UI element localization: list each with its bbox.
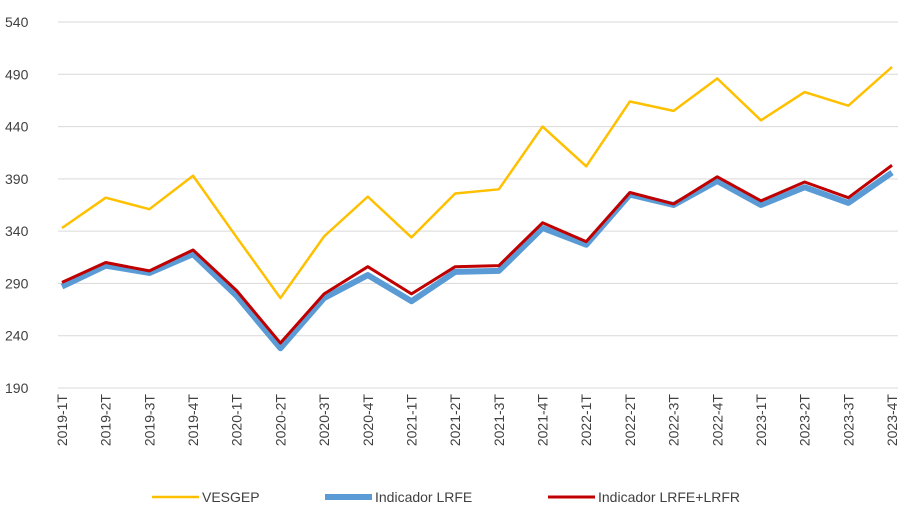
x-tick-label: 2023-2T (797, 394, 813, 447)
legend-label: Indicador LRFE (375, 489, 472, 505)
x-tick-label: 2020-3T (316, 394, 332, 447)
x-tick-label: 2023-4T (884, 394, 900, 447)
y-tick-label: 390 (5, 171, 29, 187)
x-tick-label: 2022-2T (622, 394, 638, 447)
x-tick-label: 2021-3T (491, 394, 507, 447)
legend-label: Indicador LRFE+LRFR (598, 489, 740, 505)
series-line (60, 170, 894, 352)
x-tick-label: 2019-4T (185, 394, 201, 447)
legend-label: VESGEP (202, 489, 260, 505)
x-tick-label: 2020-1T (229, 394, 245, 447)
y-tick-label: 340 (5, 223, 29, 239)
x-tick-label: 2022-4T (709, 394, 725, 447)
x-tick-label: 2019-2T (98, 394, 114, 447)
y-tick-label: 240 (5, 328, 29, 344)
y-tick-label: 490 (5, 66, 29, 82)
x-tick-label: 2023-1T (753, 394, 769, 447)
y-tick-label: 540 (5, 14, 29, 30)
x-tick-label: 2020-4T (360, 394, 376, 447)
y-tick-label: 190 (5, 380, 29, 396)
y-tick-label: 290 (5, 275, 29, 291)
x-tick-label: 2020-2T (272, 394, 288, 447)
x-tick-label: 2022-1T (578, 394, 594, 447)
x-tick-label: 2022-3T (666, 394, 682, 447)
x-tick-label: 2019-3T (141, 394, 157, 447)
series-line (61, 164, 893, 345)
x-tick-label: 2019-1T (54, 394, 70, 447)
x-tick-label: 2023-3T (840, 394, 856, 447)
x-tick-label: 2021-4T (535, 394, 551, 447)
series-line (61, 66, 893, 300)
y-tick-label: 440 (5, 119, 29, 135)
x-tick-label: 2021-1T (403, 394, 419, 447)
x-tick-label: 2021-2T (447, 394, 463, 447)
